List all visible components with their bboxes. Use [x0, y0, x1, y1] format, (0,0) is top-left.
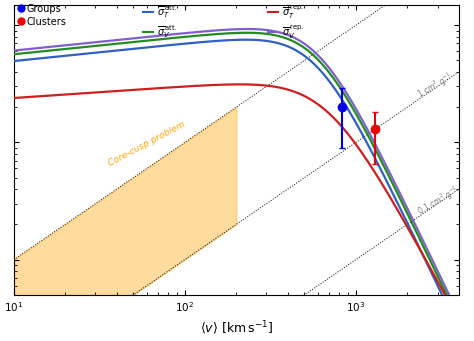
Legend: $\overline{\sigma}_T^{\,\mathrm{rep.}}$, $\overline{\sigma}_V^{\,\mathrm{rep.}}$: $\overline{\sigma}_T^{\,\mathrm{rep.}}$,… — [268, 4, 304, 41]
Text: 0.1 cm$^2$ g$^{-1}$: 0.1 cm$^2$ g$^{-1}$ — [415, 184, 462, 220]
X-axis label: $\langle v \rangle\ [\mathrm{km\,s^{-1}}]$: $\langle v \rangle\ [\mathrm{km\,s^{-1}}… — [200, 319, 273, 337]
Text: 1 cm$^2$ g$^{-1}$: 1 cm$^2$ g$^{-1}$ — [415, 70, 456, 102]
Text: Core-cusp problem: Core-cusp problem — [107, 120, 187, 168]
